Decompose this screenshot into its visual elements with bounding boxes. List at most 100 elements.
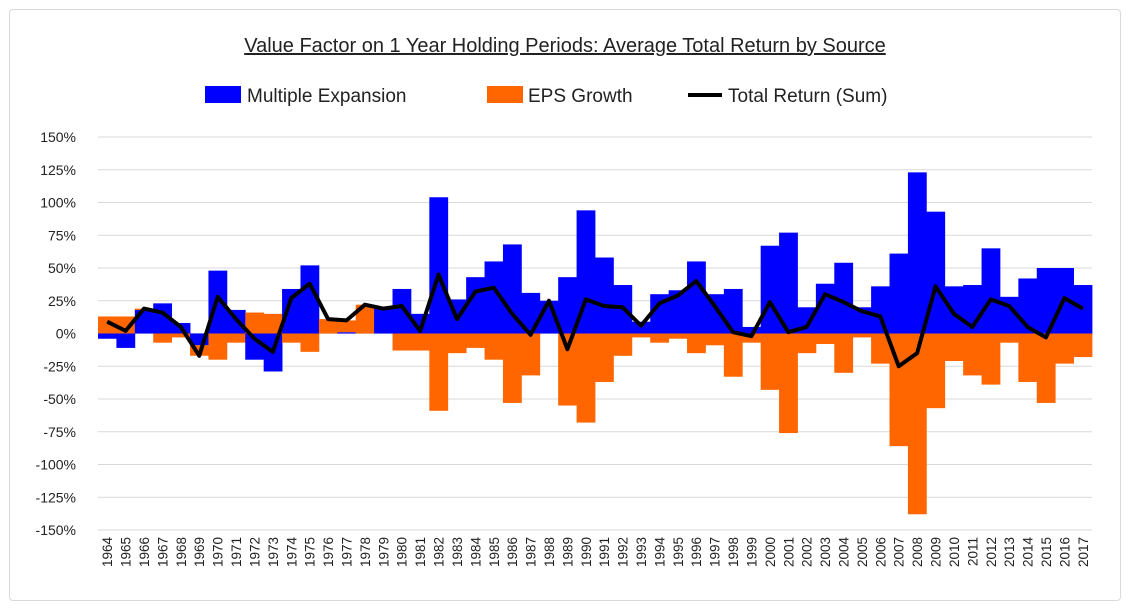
bar-multiple-expansion-1982 xyxy=(429,197,449,334)
y-tick-label: -150% xyxy=(36,522,76,538)
x-tick-label: 2012 xyxy=(984,537,999,567)
bar-multiple-expansion-2010 xyxy=(944,286,964,334)
x-tick-label: 1988 xyxy=(542,537,557,567)
x-tick-label: 1989 xyxy=(560,537,575,567)
x-tick-label: 2011 xyxy=(965,537,980,566)
bar-multiple-expansion-1995 xyxy=(668,290,688,334)
x-tick-label: 1981 xyxy=(413,537,428,567)
x-tick-label: 1998 xyxy=(726,537,741,567)
x-tick-label: 2003 xyxy=(818,537,833,567)
bar-eps-growth-2000 xyxy=(760,333,780,390)
bar-eps-growth-1995 xyxy=(668,333,688,339)
x-tick-label: 1986 xyxy=(505,537,520,567)
legend-label-multiple-expansion: Multiple Expansion xyxy=(247,86,406,107)
bar-eps-growth-1981 xyxy=(410,333,430,351)
bar-multiple-expansion-2004 xyxy=(834,262,854,334)
bar-eps-growth-1984 xyxy=(466,333,485,348)
y-tick-label: 150% xyxy=(40,129,76,145)
bar-multiple-expansion-2017 xyxy=(1073,285,1093,334)
bar-eps-growth-2004 xyxy=(834,333,854,373)
bar-eps-growth-1991 xyxy=(595,333,614,382)
bar-multiple-expansion-1965 xyxy=(116,333,136,348)
x-tick-label: 1983 xyxy=(450,537,465,567)
x-tick-label: 1973 xyxy=(266,537,281,567)
x-tick-label: 1977 xyxy=(340,537,355,567)
bar-multiple-expansion-1980 xyxy=(392,288,412,334)
y-tick-label: -25% xyxy=(43,358,76,374)
bar-eps-growth-2015 xyxy=(1036,333,1056,403)
bar-eps-growth-2005 xyxy=(852,333,872,338)
y-tick-label: 75% xyxy=(48,227,76,243)
bar-multiple-expansion-2007 xyxy=(889,253,909,334)
x-tick-label: 2010 xyxy=(947,537,962,567)
bar-eps-growth-1985 xyxy=(484,333,504,360)
bar-eps-growth-1975 xyxy=(300,333,320,352)
bar-eps-growth-2008 xyxy=(907,333,927,515)
x-tick-label: 1987 xyxy=(524,537,539,567)
legend-label-total-return: Total Return (Sum) xyxy=(728,86,887,107)
x-tick-label: 1982 xyxy=(432,537,447,567)
bar-eps-growth-1971 xyxy=(226,333,246,343)
bar-multiple-expansion-2008 xyxy=(907,172,927,334)
x-tick-label: 1974 xyxy=(284,537,299,568)
x-tick-label: 1972 xyxy=(247,537,262,567)
bar-eps-growth-1993 xyxy=(631,333,651,338)
x-tick-label: 2000 xyxy=(763,537,778,567)
bar-eps-growth-1990 xyxy=(576,333,596,423)
bar-eps-growth-2011 xyxy=(963,333,982,376)
x-tick-label: 2017 xyxy=(1076,537,1091,567)
x-tick-label: 1996 xyxy=(689,537,704,567)
x-tick-label: 1999 xyxy=(744,537,759,567)
bar-eps-growth-1974 xyxy=(282,333,301,343)
x-tick-label: 1984 xyxy=(468,537,483,568)
x-tick-label: 1978 xyxy=(358,537,373,567)
bar-eps-growth-1982 xyxy=(429,333,449,411)
bar-eps-growth-2001 xyxy=(779,333,798,434)
bar-eps-growth-1989 xyxy=(558,333,577,406)
bar-eps-growth-2010 xyxy=(944,333,964,362)
bar-multiple-expansion-1994 xyxy=(650,294,670,334)
x-tick-label: 1991 xyxy=(597,537,612,567)
bar-multiple-expansion-1986 xyxy=(502,244,522,334)
bar-eps-growth-2017 xyxy=(1073,333,1093,358)
bar-eps-growth-1970 xyxy=(208,333,228,360)
bar-multiple-expansion-1996 xyxy=(687,261,706,334)
bar-multiple-expansion-1979 xyxy=(374,308,393,334)
x-tick-label: 1994 xyxy=(652,537,667,568)
bar-eps-growth-1968 xyxy=(171,333,191,338)
x-tick-label: 2002 xyxy=(800,537,815,567)
bar-multiple-expansion-1974 xyxy=(282,288,301,334)
bar-eps-growth-1972 xyxy=(245,312,265,334)
x-tick-label: 2009 xyxy=(929,537,944,567)
x-tick-label: 1995 xyxy=(671,537,686,567)
bar-eps-growth-1983 xyxy=(447,333,467,354)
y-tick-label: 100% xyxy=(40,195,76,211)
bar-multiple-expansion-1997 xyxy=(705,294,725,334)
y-tick-label: 50% xyxy=(48,260,76,276)
legend: Multiple Expansion EPS Growth Total Retu… xyxy=(205,86,887,107)
bar-eps-growth-1987 xyxy=(521,333,541,376)
legend-swatch-eps-growth xyxy=(487,86,523,103)
x-tick-label: 2008 xyxy=(910,537,925,567)
x-tick-label: 1980 xyxy=(395,537,410,567)
chart-frame xyxy=(9,9,1121,601)
x-tick-label: 1975 xyxy=(303,537,318,567)
bar-multiple-expansion-2000 xyxy=(760,245,780,334)
x-tick-label: 1970 xyxy=(211,537,226,567)
bar-multiple-expansion-1999 xyxy=(742,326,762,334)
y-tick-label: -125% xyxy=(36,489,76,505)
x-tick-label: 1964 xyxy=(100,537,115,568)
bar-eps-growth-2006 xyxy=(871,333,890,364)
bar-multiple-expansion-1998 xyxy=(723,288,743,334)
bar-eps-growth-2009 xyxy=(926,333,946,409)
y-tick-label: -100% xyxy=(36,457,76,473)
x-tick-label: 2004 xyxy=(837,537,852,568)
bar-eps-growth-1992 xyxy=(613,333,633,356)
bar-eps-growth-2013 xyxy=(999,333,1019,343)
bar-eps-growth-1998 xyxy=(723,333,743,377)
bar-eps-growth-2003 xyxy=(815,333,835,344)
bar-eps-growth-2012 xyxy=(981,333,1001,385)
x-tick-label: 2006 xyxy=(873,537,888,567)
bar-multiple-expansion-1985 xyxy=(484,261,504,334)
